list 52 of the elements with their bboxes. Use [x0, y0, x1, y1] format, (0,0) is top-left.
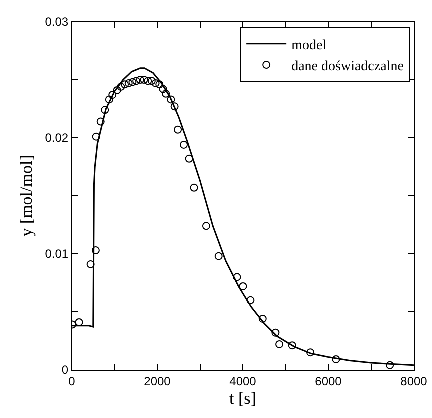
point [113, 86, 122, 94]
y-tick-label: 0.03 [45, 15, 69, 30]
x-tick-label: 8000 [400, 374, 428, 388]
point [75, 318, 84, 326]
point [108, 91, 117, 100]
point [156, 80, 164, 89]
point [276, 340, 284, 348]
point [170, 102, 179, 111]
point [239, 282, 248, 290]
x-tick-label: 2000 [144, 374, 172, 388]
point [124, 79, 133, 88]
x-tick-label: 6000 [315, 374, 342, 388]
point [140, 76, 148, 84]
point [159, 85, 168, 94]
x-tick-label: 4000 [230, 374, 257, 388]
point [167, 96, 176, 104]
legend-label: model [292, 38, 327, 54]
point [332, 356, 340, 364]
point [162, 90, 170, 98]
point [92, 132, 100, 141]
point [185, 154, 194, 163]
y-tick-label: 0.02 [45, 131, 69, 146]
legend-label: dane doświadczalne [292, 59, 404, 74]
point [202, 222, 210, 230]
point [233, 273, 242, 282]
point [174, 126, 182, 134]
point [128, 78, 137, 86]
y-tick-label: 0 [62, 363, 69, 378]
point [272, 328, 280, 337]
point [105, 96, 114, 104]
point [86, 260, 95, 268]
point [152, 79, 160, 88]
point [288, 342, 296, 350]
point [246, 296, 255, 304]
y-axis-title: y [mol/mol] [16, 155, 36, 237]
point [101, 106, 110, 114]
point [136, 76, 144, 84]
point [132, 77, 141, 86]
y-tick-label: 0.01 [45, 247, 69, 262]
point [214, 252, 223, 260]
point [144, 77, 152, 86]
point [180, 140, 188, 149]
point [117, 82, 126, 91]
point [386, 361, 394, 370]
point [190, 184, 198, 192]
point [96, 118, 105, 126]
point [92, 246, 100, 255]
point [148, 77, 156, 86]
point [306, 348, 315, 357]
x-axis-title: t [s] [230, 388, 256, 408]
point [121, 80, 130, 89]
point [258, 314, 267, 323]
